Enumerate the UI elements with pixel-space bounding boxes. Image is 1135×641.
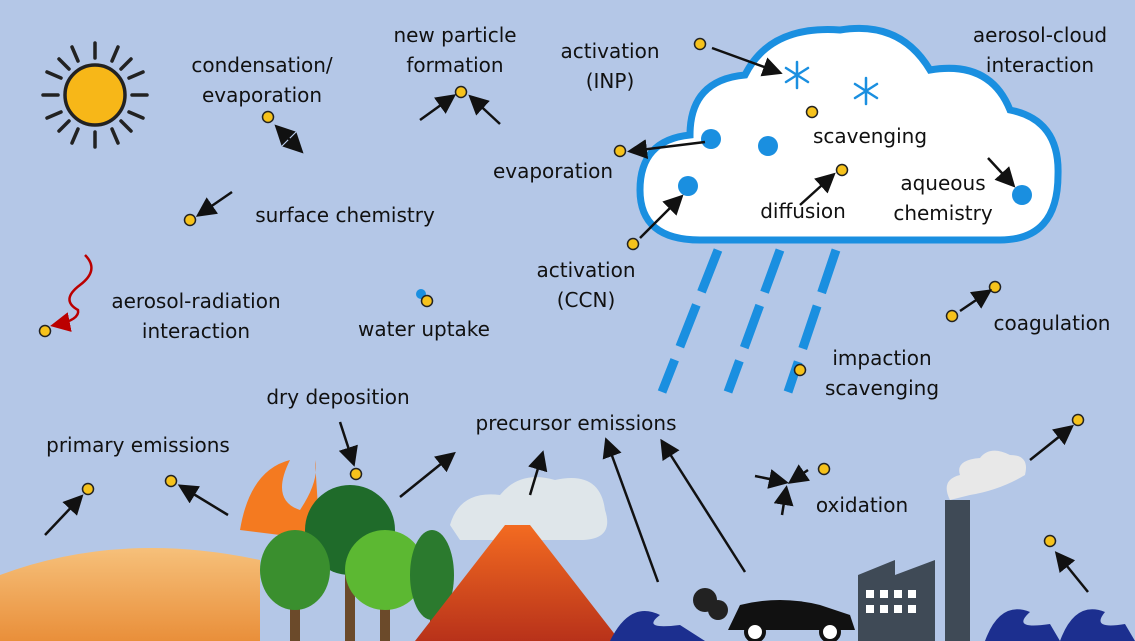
particles-part [40, 326, 51, 337]
cloud-part [758, 136, 778, 156]
particles-part [990, 282, 1001, 293]
particles-part [1045, 536, 1056, 547]
label: evaporation [493, 159, 613, 183]
label: aerosol-cloud [973, 23, 1107, 47]
ground-part-part [880, 605, 888, 613]
label: (CCN) [557, 288, 616, 312]
label: diffusion [760, 199, 846, 223]
ground-part-part [880, 590, 888, 598]
particles-part [185, 215, 196, 226]
particles-part [263, 112, 274, 123]
ground-part-part [894, 590, 902, 598]
cloud-part [678, 176, 698, 196]
label: scavenging [825, 376, 939, 400]
particles-part [456, 87, 467, 98]
ground-part [945, 500, 970, 641]
particles-part [695, 39, 706, 50]
ground-part [821, 623, 839, 641]
diagram: condensation/ evaporation new particle f… [0, 0, 1135, 641]
particles-part [166, 476, 177, 487]
label: precursor emissions [476, 411, 677, 435]
ground-part-part [866, 605, 874, 613]
sun [43, 43, 147, 147]
particles-part [615, 146, 626, 157]
label: oxidation [816, 493, 908, 517]
ground-part-part [908, 605, 916, 613]
particles-part [351, 469, 362, 480]
label: formation [406, 53, 503, 77]
particles-part [83, 484, 94, 495]
particles-part [628, 239, 639, 250]
label: evaporation [202, 83, 322, 107]
label: impaction [832, 346, 931, 370]
label: (INP) [586, 69, 635, 93]
label: coagulation [994, 311, 1111, 335]
label: scavenging [813, 124, 927, 148]
ground-part [746, 623, 764, 641]
ground-part [708, 600, 728, 620]
label: activation [560, 39, 659, 63]
particles-part [947, 311, 958, 322]
particles-part [807, 107, 818, 118]
sun-part [65, 65, 125, 125]
label: interaction [142, 319, 250, 343]
label: water uptake [358, 317, 490, 341]
particles-part [422, 296, 433, 307]
label: interaction [986, 53, 1094, 77]
ground-part-part [894, 605, 902, 613]
ground-part [260, 530, 330, 610]
particles-part [819, 464, 830, 475]
particles-part [837, 165, 848, 176]
label: new particle [393, 23, 516, 47]
cloud-part [701, 129, 721, 149]
label: condensation/ [191, 53, 333, 77]
label: aqueous [900, 171, 985, 195]
ground-part-part [866, 590, 874, 598]
label: chemistry [893, 201, 993, 225]
particles-part [795, 365, 806, 376]
label: dry deposition [266, 385, 409, 409]
label: aerosol-radiation [111, 289, 280, 313]
label: primary emissions [46, 433, 230, 457]
label: surface chemistry [255, 203, 435, 227]
cloud-part [1012, 185, 1032, 205]
ground-part-part [908, 590, 916, 598]
particles-part [1073, 415, 1084, 426]
label: activation [536, 258, 635, 282]
